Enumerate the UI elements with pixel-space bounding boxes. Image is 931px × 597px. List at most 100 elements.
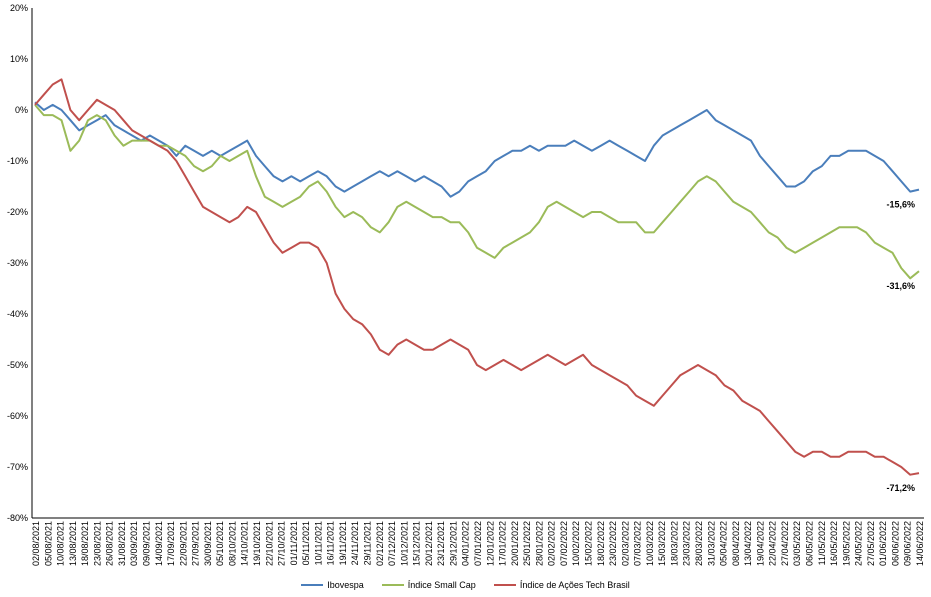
x-tick-label: 30/09/2021 bbox=[203, 521, 213, 566]
x-tick-label: 31/08/2021 bbox=[117, 521, 127, 566]
series-lines bbox=[34, 78, 920, 476]
x-tick-label: 16/05/2022 bbox=[829, 521, 839, 566]
x-tick-label: 07/03/2022 bbox=[633, 521, 643, 566]
legend-swatch bbox=[381, 584, 404, 586]
x-tick-label: 10/03/2022 bbox=[645, 521, 655, 566]
end-value-labels: -15,6% -31,6% -71,2% bbox=[886, 200, 915, 494]
x-tick-label: 02/08/2021 bbox=[31, 521, 41, 566]
y-tick-label: 20% bbox=[10, 3, 28, 13]
x-tick-label: 29/12/2021 bbox=[448, 521, 458, 566]
x-tick-label: 24/11/2021 bbox=[350, 521, 360, 565]
y-tick-label: -20% bbox=[7, 207, 28, 217]
legend-label: Índice Small Cap bbox=[407, 580, 476, 590]
x-tick-label: 17/01/2022 bbox=[498, 521, 508, 566]
x-tick-label: 20/12/2021 bbox=[424, 521, 434, 566]
x-tick-label: 10/11/2021 bbox=[313, 521, 323, 565]
x-tick-label: 31/03/2022 bbox=[706, 521, 716, 566]
x-tick-label: 05/04/2022 bbox=[719, 521, 729, 566]
x-tick-label: 27/09/2021 bbox=[191, 521, 201, 566]
x-tick-label: 11/05/2022 bbox=[817, 521, 827, 565]
x-tick-label: 14/10/2021 bbox=[240, 521, 250, 566]
y-tick-label: -50% bbox=[7, 360, 28, 370]
x-tick-label: 26/08/2021 bbox=[105, 521, 115, 566]
legend-item-ibovespa: Ibovespa bbox=[301, 578, 364, 592]
x-tick-label: 14/06/2022 bbox=[915, 521, 925, 566]
x-tick-label: 10/12/2021 bbox=[399, 521, 409, 566]
x-tick-label: 15/03/2022 bbox=[657, 521, 667, 566]
x-tick-label: 19/11/2021 bbox=[338, 521, 348, 565]
x-tick-label: 23/02/2022 bbox=[608, 521, 618, 566]
x-tick-label: 27/04/2022 bbox=[780, 521, 790, 566]
y-tick-label: -30% bbox=[7, 258, 28, 268]
x-tick-label: 02/03/2022 bbox=[620, 521, 630, 566]
x-tick-label: 09/09/2021 bbox=[142, 521, 152, 566]
y-tick-label: -40% bbox=[7, 309, 28, 319]
x-tick-label: 19/04/2022 bbox=[755, 521, 765, 566]
y-tick-label: -80% bbox=[7, 513, 28, 523]
x-tick-label: 27/05/2022 bbox=[866, 521, 876, 566]
x-tick-label: 08/10/2021 bbox=[227, 521, 237, 566]
x-tick-label: 07/12/2021 bbox=[387, 521, 397, 566]
x-tick-label: 14/09/2021 bbox=[154, 521, 164, 566]
x-tick-label: 18/02/2022 bbox=[596, 521, 606, 566]
y-tick-label: 0% bbox=[15, 105, 28, 115]
x-tick-label: 29/11/2021 bbox=[363, 521, 373, 565]
x-tick-label: 08/04/2022 bbox=[731, 521, 741, 566]
x-tick-label: 23/12/2021 bbox=[436, 521, 446, 566]
legend-label: Ibovespa bbox=[327, 580, 364, 590]
x-tick-label: 07/02/2022 bbox=[559, 521, 569, 566]
y-tick-label: -70% bbox=[7, 462, 28, 472]
x-tick-label: 18/03/2022 bbox=[669, 521, 679, 566]
x-tick-label: 17/09/2021 bbox=[166, 521, 176, 566]
series-line-2 bbox=[34, 78, 920, 476]
x-tick-label: 06/06/2022 bbox=[890, 521, 900, 566]
y-tick-label: 10% bbox=[10, 54, 28, 64]
y-tick-label: -10% bbox=[7, 156, 28, 166]
x-tick-label: 12/01/2022 bbox=[485, 521, 495, 566]
legend: Ibovespa Índice Small Cap Índice de Açõe… bbox=[0, 578, 931, 592]
x-tick-label: 19/10/2021 bbox=[252, 521, 262, 566]
x-tick-label: 19/05/2022 bbox=[841, 521, 851, 566]
x-tick-label: 07/01/2022 bbox=[473, 521, 483, 566]
y-tick-label: -60% bbox=[7, 411, 28, 421]
x-tick-label: 05/11/2021 bbox=[301, 521, 311, 565]
x-tick-label: 22/09/2021 bbox=[178, 521, 188, 566]
x-tick-label: 23/08/2021 bbox=[92, 521, 102, 566]
end-label: -71,2% bbox=[886, 483, 915, 493]
x-tick-label: 25/01/2022 bbox=[522, 521, 532, 566]
x-tick-label: 09/06/2022 bbox=[903, 521, 913, 566]
legend-item-small-cap: Índice Small Cap bbox=[381, 578, 476, 592]
x-tick-label: 13/04/2022 bbox=[743, 521, 753, 566]
end-label: -15,6% bbox=[886, 200, 915, 210]
legend-item-tech-brasil: Índice de Ações Tech Brasil bbox=[493, 578, 630, 592]
x-tick-label: 16/11/2021 bbox=[326, 521, 336, 565]
x-tick-label: 10/02/2022 bbox=[571, 521, 581, 566]
x-tick-label: 28/03/2022 bbox=[694, 521, 704, 566]
x-tick-label: 13/08/2021 bbox=[68, 521, 78, 566]
x-tick-label: 23/03/2022 bbox=[682, 521, 692, 566]
legend-swatch bbox=[493, 584, 516, 586]
x-tick-label: 20/01/2022 bbox=[510, 521, 520, 566]
legend-label: Índice de Ações Tech Brasil bbox=[519, 580, 630, 590]
x-tick-label: 03/09/2021 bbox=[129, 521, 139, 566]
legend-swatch bbox=[301, 584, 324, 586]
x-tick-label: 22/10/2021 bbox=[264, 521, 274, 566]
x-tick-label: 27/10/2021 bbox=[277, 521, 287, 566]
x-tick-label: 24/05/2022 bbox=[854, 521, 864, 566]
x-tick-label: 05/08/2021 bbox=[43, 521, 53, 566]
x-tick-label: 01/11/2021 bbox=[289, 521, 299, 565]
series-line-0 bbox=[34, 101, 920, 198]
x-tick-label: 02/12/2021 bbox=[375, 521, 385, 566]
x-tick-label: 28/01/2022 bbox=[534, 521, 544, 566]
x-tick-label: 04/01/2022 bbox=[461, 521, 471, 566]
end-label: -31,6% bbox=[886, 281, 915, 291]
x-tick-label: 22/04/2022 bbox=[768, 521, 778, 566]
y-axis-tick-labels: 20% 10% 0% -10% -20% -30% -40% -50% -60% -70% -80% bbox=[7, 3, 28, 523]
x-tick-label: 02/02/2022 bbox=[547, 521, 557, 566]
x-tick-label: 15/12/2021 bbox=[412, 521, 422, 566]
x-tick-label: 05/10/2021 bbox=[215, 521, 225, 566]
x-tick-label: 03/05/2022 bbox=[792, 521, 802, 566]
x-tick-label: 10/08/2021 bbox=[56, 521, 66, 566]
series-line-1 bbox=[34, 104, 920, 280]
